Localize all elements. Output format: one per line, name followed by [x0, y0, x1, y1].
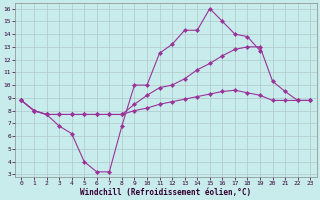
- X-axis label: Windchill (Refroidissement éolien,°C): Windchill (Refroidissement éolien,°C): [80, 188, 252, 197]
